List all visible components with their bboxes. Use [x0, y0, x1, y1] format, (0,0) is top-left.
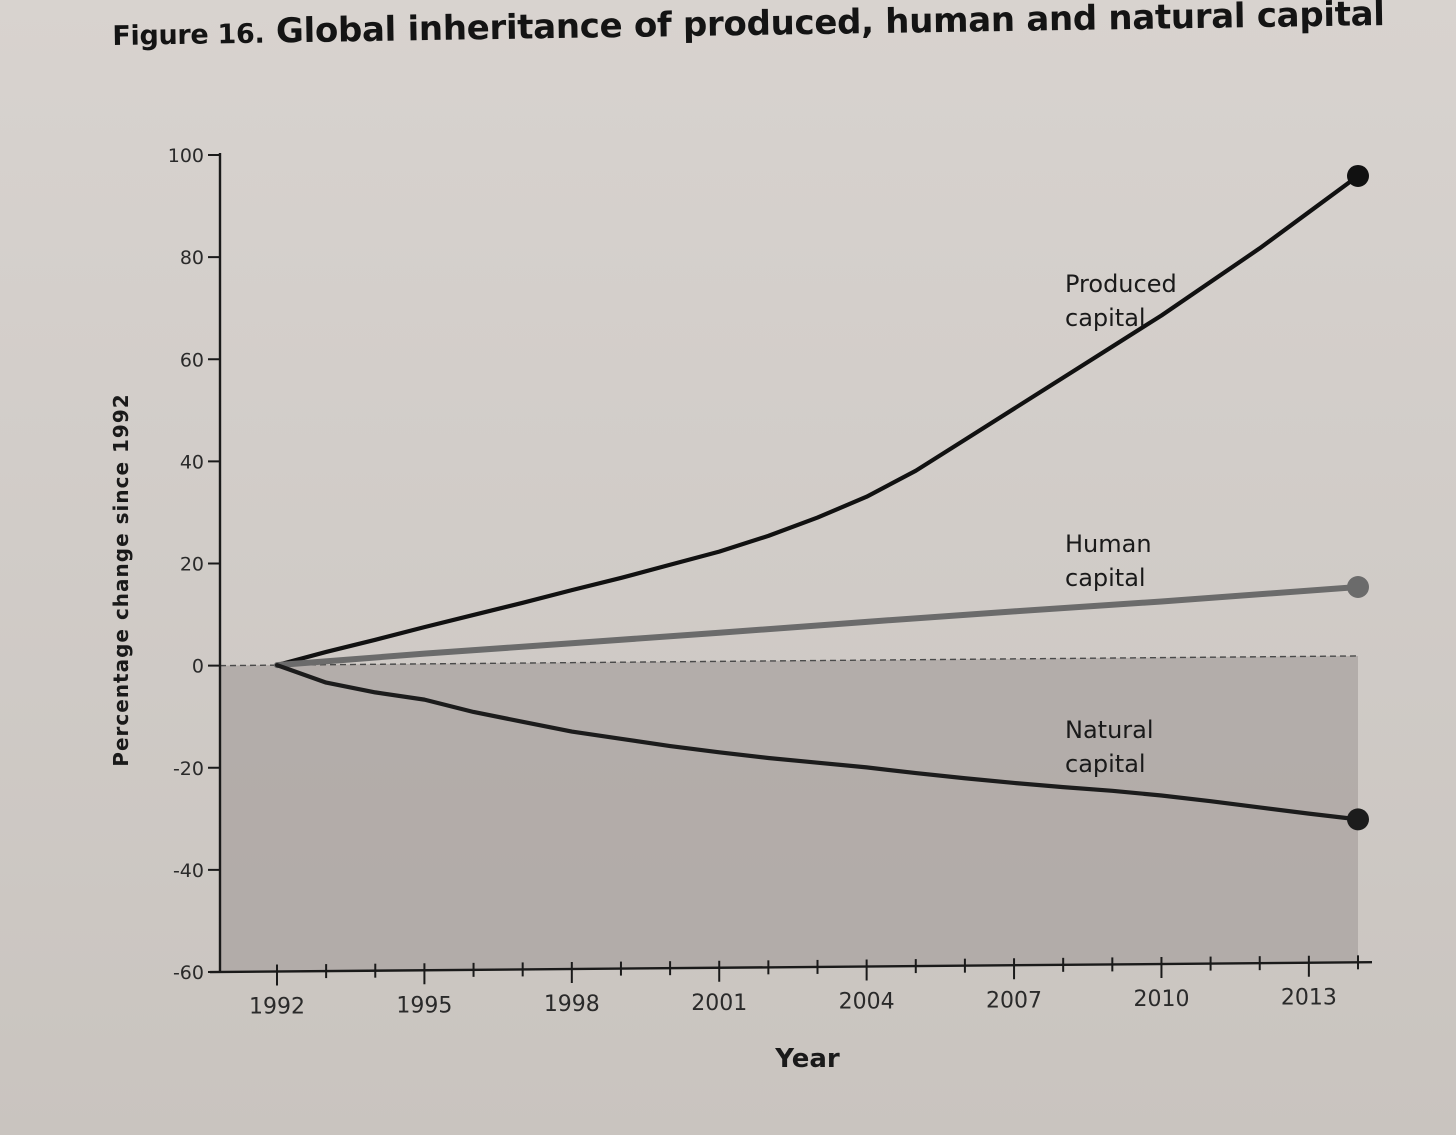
x-tick-label: 1998 — [544, 992, 600, 1017]
x-axis-label: Year — [774, 1044, 840, 1074]
series-line — [274, 173, 1361, 668]
x-tick-label: 2010 — [1133, 987, 1189, 1012]
series-label: Natural — [1065, 716, 1154, 744]
y-tick-label: 40 — [180, 451, 204, 473]
y-tick-label: -60 — [173, 962, 204, 984]
y-tick-label: -20 — [173, 758, 204, 780]
x-axis-line — [209, 961, 1373, 974]
y-tick-label: -40 — [173, 860, 204, 882]
series-line — [274, 663, 1361, 822]
x-tick-label: 2013 — [1281, 986, 1337, 1011]
y-tick-label: 0 — [192, 656, 204, 678]
series-label: capital — [1065, 750, 1146, 778]
x-tick-label: 1992 — [249, 995, 305, 1020]
y-tick-label: 60 — [180, 349, 204, 371]
series-label: capital — [1065, 304, 1146, 332]
series-endpoint-marker — [1347, 164, 1369, 187]
series-endpoint-marker — [1347, 576, 1369, 599]
y-tick-label: 80 — [180, 247, 204, 269]
y-axis-label: Percentage change since 1992 — [109, 393, 133, 766]
series-endpoint-marker — [1347, 808, 1369, 831]
x-tick-label: 2001 — [691, 991, 747, 1016]
series-label: Human — [1065, 530, 1152, 558]
x-tick-label: 1995 — [396, 993, 452, 1018]
y-tick-label: 100 — [168, 145, 204, 167]
series-line — [274, 584, 1361, 669]
x-tick-label: 2007 — [986, 988, 1042, 1013]
y-tick-label: 20 — [180, 554, 204, 576]
series-label: capital — [1065, 564, 1146, 592]
x-tick-label: 2004 — [839, 990, 895, 1015]
negative-region-shade — [220, 655, 1358, 972]
series-label: Produced — [1065, 270, 1177, 298]
